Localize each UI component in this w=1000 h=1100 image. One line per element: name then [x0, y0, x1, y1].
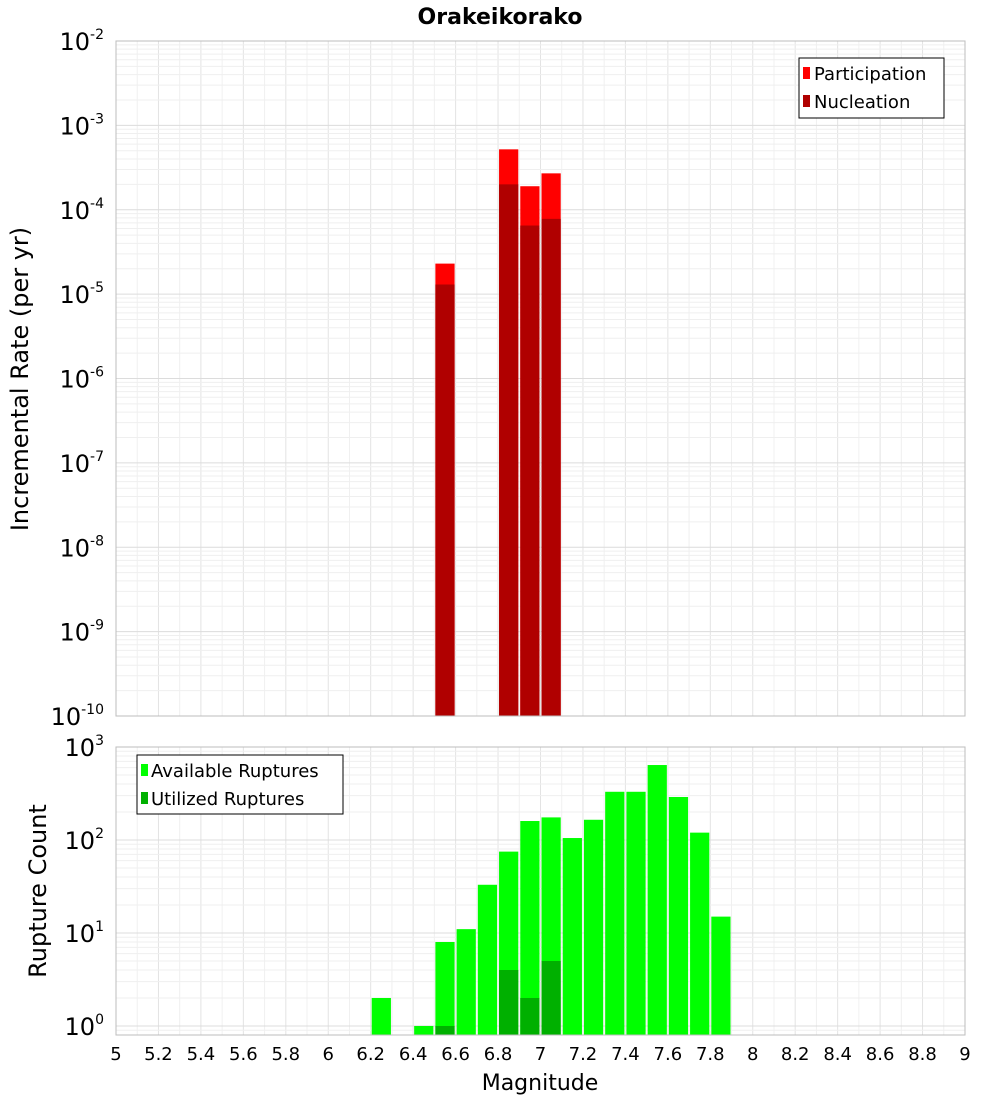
x-tick-label: 6.4 — [399, 1044, 428, 1065]
x-tick-label: 5.4 — [187, 1044, 216, 1065]
x-tick-label: 6.6 — [441, 1044, 470, 1065]
bottom-bar-available-ruptures — [414, 1025, 434, 1035]
bottom-bar-utilized-ruptures — [541, 960, 561, 1035]
top-bar-nucleation — [541, 218, 561, 716]
top-bar-nucleation — [499, 184, 519, 717]
y-tick-label: 10-8 — [59, 533, 104, 562]
bottom-bar-available-ruptures — [371, 997, 391, 1035]
y-tick-label: 103 — [65, 733, 104, 762]
bottom-bar-available-ruptures — [711, 916, 731, 1035]
x-tick-label: 7 — [535, 1044, 546, 1065]
x-tick-label: 8.4 — [823, 1044, 852, 1065]
y-tick-label: 10-10 — [51, 702, 104, 731]
legend-label-participation: Participation — [814, 64, 926, 85]
y-tick-label: 10-4 — [59, 196, 104, 225]
x-tick-label: 5.2 — [144, 1044, 173, 1065]
x-tick-label: 6 — [323, 1044, 334, 1065]
x-tick-label: 6.8 — [484, 1044, 513, 1065]
x-tick-label: 8.2 — [781, 1044, 810, 1065]
top-y-axis-label: Incremental Rate (per yr) — [6, 227, 34, 531]
x-tick-label: 7.6 — [654, 1044, 683, 1065]
legend-label-utilized: Utilized Ruptures — [151, 789, 304, 810]
top-bar-nucleation — [520, 225, 540, 716]
top-plot-frame — [115, 40, 966, 717]
legend-label-nucleation: Nucleation — [814, 92, 910, 113]
x-tick-label: 7.8 — [696, 1044, 725, 1065]
legend-label-available: Available Ruptures — [151, 761, 319, 782]
chart-title: Orakeikorako — [418, 5, 583, 30]
bottom-bar-available-ruptures — [435, 942, 455, 1035]
bottom-plot-frame — [115, 746, 966, 1036]
bottom-bar-available-ruptures — [477, 884, 498, 1035]
bottom-bar-available-ruptures — [562, 838, 582, 1035]
y-tick-label: 102 — [65, 826, 104, 855]
x-tick-label: 8.8 — [908, 1044, 937, 1065]
x-tick-label: 5.8 — [271, 1044, 300, 1065]
legend-swatch-participation — [803, 67, 810, 79]
legend-swatch-utilized — [141, 792, 148, 804]
legend-swatch-available — [141, 764, 148, 776]
bottom-bar-available-ruptures — [456, 929, 476, 1035]
x-tick-label: 7.4 — [611, 1044, 640, 1065]
bottom-legend: Available Ruptures Utilized Ruptures — [136, 754, 344, 815]
y-tick-label: 10-7 — [59, 449, 104, 478]
bottom-bar-available-ruptures — [626, 791, 646, 1035]
x-tick-label: 5.6 — [229, 1044, 258, 1065]
y-tick-label: 100 — [65, 1012, 104, 1041]
x-tick-label: 6.2 — [356, 1044, 385, 1065]
bottom-bar-available-ruptures — [647, 765, 667, 1035]
bottom-bar-available-ruptures — [605, 791, 625, 1035]
x-tick-label: 9 — [959, 1044, 970, 1065]
top-gridlines — [115, 40, 966, 717]
bottom-bar-available-ruptures — [583, 819, 604, 1035]
y-tick-label: 10-9 — [59, 618, 104, 647]
top-legend-box — [798, 57, 945, 119]
legend-swatch-nucleation — [803, 95, 810, 107]
y-tick-label: 101 — [65, 919, 104, 948]
top-legend: Participation Nucleation — [798, 57, 945, 119]
y-tick-label: 10-5 — [59, 280, 104, 309]
x-tick-label: 8 — [747, 1044, 758, 1065]
bottom-legend-box — [136, 754, 344, 815]
x-tick-labels: 5 5.2 5.4 5.6 5.8 6 6.2 6.4 6.6 6.8 7 7.2 7.4 7.6 7.8 8… — [110, 1044, 970, 1065]
bottom-bar-utilized-ruptures — [499, 969, 519, 1035]
bottom-bar-available-ruptures — [520, 821, 540, 1035]
y-tick-label: 10-2 — [59, 27, 104, 56]
bottom-bars — [371, 765, 731, 1035]
bottom-panel: 103 102 101 100 Rupture Count Available Rup… — [24, 733, 966, 1041]
y-tick-label: 10-3 — [59, 111, 104, 140]
bottom-y-tick-labels: 103 102 101 100 — [65, 733, 104, 1041]
bottom-bar-utilized-ruptures — [520, 997, 540, 1035]
top-y-tick-labels: 10-2 10-3 10-4 10-5 10-6 10-7 10-8 10-9 10-10 — [51, 27, 105, 731]
bottom-bar-available-ruptures — [690, 832, 710, 1035]
top-panel: 10-2 10-3 10-4 10-5 10-6 10-7 10-8 10-9 10-10 In… — [6, 27, 966, 731]
x-tick-label: 7.2 — [569, 1044, 598, 1065]
bottom-y-axis-label: Rupture Count — [24, 804, 52, 978]
top-bar-nucleation — [435, 284, 455, 716]
x-tick-label: 5 — [110, 1044, 121, 1065]
x-axis-label: Magnitude — [482, 1071, 599, 1096]
top-bars — [435, 149, 561, 717]
bottom-bar-utilized-ruptures — [435, 1025, 455, 1035]
bottom-bar-available-ruptures — [668, 796, 689, 1035]
x-tick-label: 8.6 — [866, 1044, 895, 1065]
y-tick-label: 10-6 — [59, 365, 104, 394]
